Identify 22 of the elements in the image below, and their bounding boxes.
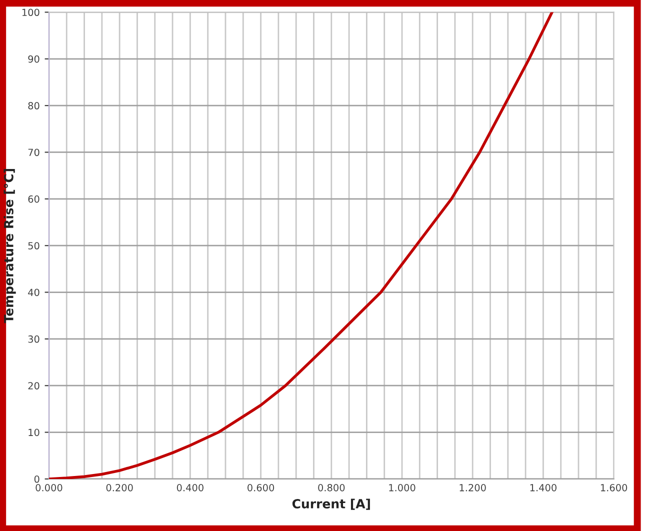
x-axis-title: Current [A]	[292, 498, 370, 510]
y-axis-title: Temperature Rise [°C]	[4, 169, 16, 324]
y-tick-label: 40	[28, 288, 40, 296]
y-tick-label: 0	[34, 475, 40, 483]
x-tick-label: 1.200	[460, 484, 486, 492]
x-tick-label: 1.600	[600, 484, 628, 492]
x-tick-label: 0.200	[106, 484, 133, 492]
x-tick-label: 0.400	[176, 484, 204, 492]
y-tick-label: 30	[28, 335, 40, 343]
y-tick-label: 90	[28, 55, 40, 63]
y-tick-label: 60	[28, 195, 40, 203]
x-tick-label: 1.000	[389, 484, 416, 492]
x-tick-label: 0.600	[248, 484, 274, 492]
x-tick-label: 0.800	[318, 484, 345, 492]
x-tick-label: 1.400	[530, 484, 556, 492]
y-tick-label: 20	[28, 382, 40, 390]
y-tick-label: 70	[28, 148, 40, 156]
y-tick-label: 50	[28, 242, 40, 250]
y-tick-label: 80	[28, 102, 40, 110]
x-tick-label: 0.000	[36, 484, 62, 492]
y-tick-label: 10	[28, 428, 40, 436]
y-tick-label: 100	[22, 8, 40, 16]
